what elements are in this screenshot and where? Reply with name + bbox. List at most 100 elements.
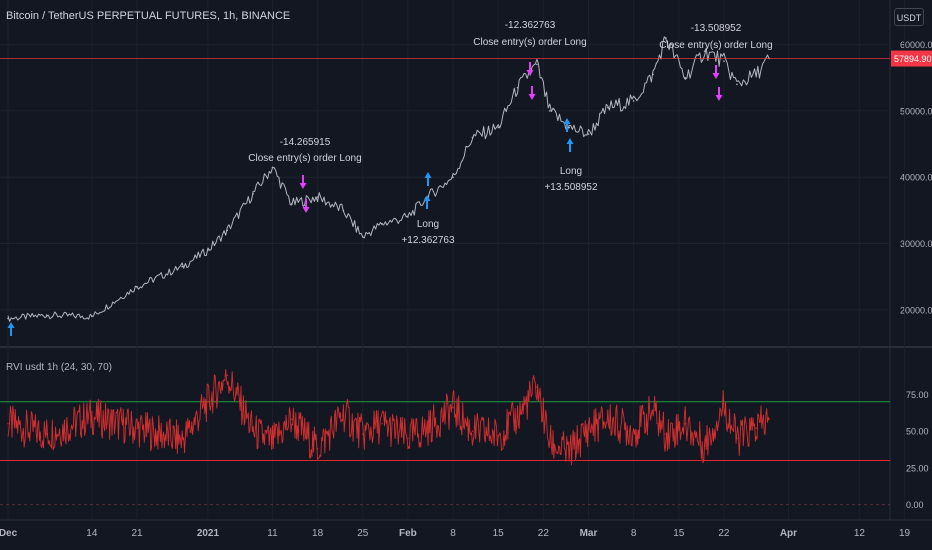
rvi-point	[91, 415, 93, 418]
rvi-point	[452, 406, 454, 409]
price-point	[45, 314, 48, 316]
price-point	[316, 196, 319, 198]
time-axis-tick: 22	[718, 528, 730, 539]
price-axis-tick: 30000.00	[900, 239, 932, 249]
rvi-point	[136, 427, 138, 429]
time-axis-tick: 15	[493, 528, 505, 539]
rvi-point	[207, 401, 209, 403]
time-axis-tick: Dec	[0, 528, 18, 539]
time-axis-tick: 8	[631, 528, 637, 539]
price-axis-tick: 40000.00	[900, 173, 932, 183]
time-axis-tick: 25	[357, 528, 369, 539]
rvi-point	[362, 433, 364, 435]
indicator-title: RVI usdt 1h (24, 30, 70)	[6, 362, 112, 373]
trade-pnl-label: -13.508952	[691, 23, 742, 34]
rvi-point	[549, 442, 551, 444]
rvi-axis-tick: 0.00	[906, 500, 924, 510]
close-entry-arrow	[715, 87, 723, 101]
chart-title: Bitcoin / TetherUS PERPETUAL FUTURES, 1h…	[6, 10, 291, 22]
rvi-point	[768, 418, 770, 421]
price-point	[684, 76, 687, 79]
long-entry-arrow	[563, 118, 571, 132]
price-point	[632, 100, 635, 102]
time-axis-tick: 21	[131, 528, 143, 539]
price-point	[536, 63, 538, 66]
price-point	[7, 317, 9, 320]
rvi-axis-tick: 50.00	[906, 427, 929, 437]
rvi-series-line	[7, 368, 770, 466]
price-point	[91, 315, 93, 318]
time-axis-tick: 22	[538, 528, 550, 539]
trade-entry-value: +13.508952	[544, 182, 598, 193]
currency-badge[interactable]: USDT	[894, 8, 924, 26]
close-entry-arrow	[302, 199, 310, 213]
rvi-point	[271, 442, 274, 444]
price-point	[252, 192, 254, 195]
close-entry-arrow	[299, 175, 307, 189]
trade-close-label: Close entry(s) order Long	[248, 153, 361, 164]
price-point	[723, 60, 725, 62]
close-entry-arrow	[526, 62, 534, 76]
rvi-point	[536, 386, 538, 388]
trade-entry-label: Long	[560, 166, 582, 177]
rvi-point	[736, 437, 738, 440]
close-entry-arrow	[712, 65, 720, 79]
price-point	[452, 176, 454, 179]
rvi-point	[316, 448, 319, 450]
last-price-label-bg	[891, 50, 932, 67]
time-axis-tick: 18	[312, 528, 324, 539]
trade-entry-value: +12.362763	[401, 235, 455, 246]
time-axis-tick: Feb	[399, 528, 417, 539]
time-axis-tick: 8	[450, 528, 456, 539]
trade-close-label: Close entry(s) order Long	[473, 37, 586, 48]
rvi-point	[703, 445, 706, 447]
price-point	[181, 265, 183, 268]
rvi-point	[568, 452, 570, 454]
long-entry-arrow	[566, 138, 574, 152]
price-point	[736, 83, 738, 86]
price-point	[652, 73, 654, 76]
price-series-line	[7, 36, 770, 322]
price-point	[407, 216, 409, 218]
last-price-label: 57894.90	[894, 54, 932, 64]
price-point	[607, 106, 609, 109]
price-point	[568, 126, 570, 129]
price-point	[226, 229, 229, 232]
rvi-point	[755, 427, 757, 429]
price-point	[342, 209, 345, 212]
rvi-point	[607, 418, 609, 421]
rvi-point	[497, 434, 499, 437]
rvi-point	[291, 418, 293, 421]
rvi-point	[381, 423, 383, 425]
time-axis-tick: 12	[854, 528, 866, 539]
rvi-point	[665, 433, 667, 435]
trade-close-label: Close entry(s) order Long	[659, 40, 772, 51]
rvi-point	[516, 415, 519, 418]
price-point	[665, 37, 667, 39]
time-axis-tick: Apr	[780, 528, 797, 539]
price-point	[361, 236, 364, 238]
rvi-point	[723, 403, 725, 406]
price-point	[755, 73, 757, 76]
price-point	[271, 166, 274, 169]
price-point	[587, 133, 590, 135]
price-point	[291, 202, 293, 205]
close-entry-arrow	[528, 86, 536, 100]
price-axis-tick: 20000.00	[900, 305, 932, 315]
price-point	[136, 285, 138, 288]
rvi-axis-tick: 75.00	[906, 390, 929, 400]
price-point	[381, 222, 383, 225]
rvi-point	[46, 433, 48, 435]
long-entry-arrow	[423, 195, 431, 209]
rvi-point	[7, 423, 9, 425]
rvi-point	[426, 427, 428, 429]
long-entry-arrow	[424, 172, 432, 186]
price-point	[497, 126, 500, 129]
price-axis-tick: 50000.00	[900, 106, 932, 116]
long-entry-arrow	[7, 322, 15, 336]
rvi-point	[181, 439, 183, 441]
rvi-axis-tick: 25.00	[906, 463, 929, 473]
time-axis-tick: Mar	[580, 528, 598, 539]
price-point	[703, 50, 706, 53]
